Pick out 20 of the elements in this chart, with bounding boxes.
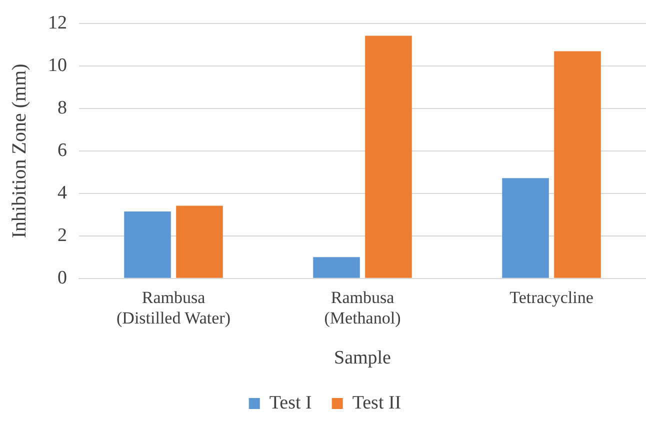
bar	[365, 36, 412, 278]
y-tick-label: 8	[58, 97, 67, 118]
bar	[554, 51, 601, 278]
legend-label: Test II	[352, 392, 402, 414]
legend-label: Test I	[269, 392, 312, 414]
y-axis-title: Inhibition Zone (mm)	[8, 64, 30, 238]
bar	[313, 257, 360, 278]
x-axis-title: Sample	[334, 348, 391, 369]
y-tick-label: 2	[58, 224, 67, 246]
bar	[176, 206, 223, 278]
bar	[502, 178, 549, 278]
x-tick-label: Rambusa (Distilled Water)	[116, 288, 230, 328]
y-tick-label: 12	[48, 12, 67, 34]
x-tick-label: Tetracycline	[510, 288, 594, 308]
y-tick-label: 0	[58, 267, 67, 288]
x-tick-label: Rambusa (Methanol)	[324, 288, 401, 328]
y-tick-label: 10	[48, 54, 67, 76]
y-tick-label: 4	[58, 182, 68, 204]
y-tick-label: 6	[58, 140, 67, 161]
bar	[124, 211, 171, 278]
